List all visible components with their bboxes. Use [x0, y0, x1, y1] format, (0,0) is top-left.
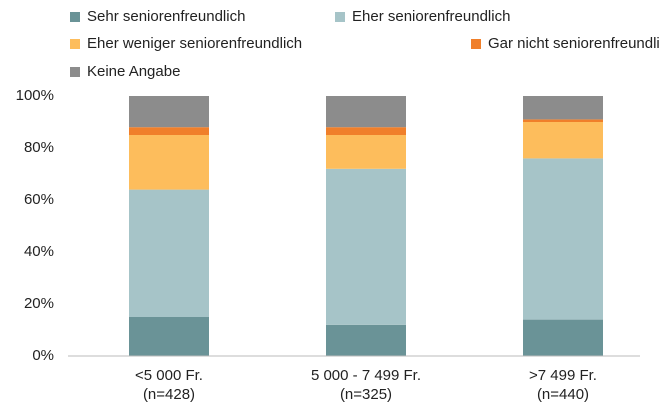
y-tick-label: 20% [24, 295, 54, 312]
bar-segment [523, 119, 603, 122]
bar-segment [523, 96, 603, 120]
y-tick-label: 0% [32, 347, 54, 364]
x-tick-label: >7 499 Fr. (n=440) [529, 367, 597, 403]
y-tick-label: 60% [24, 191, 54, 208]
legend-label: Sehr seniorenfreundlich [87, 8, 245, 25]
bar-segment [523, 319, 603, 356]
legend-swatch [70, 67, 80, 77]
legend-swatch [335, 12, 345, 22]
legend-swatch [471, 39, 481, 49]
bar-segment [129, 135, 209, 190]
bar-segment [129, 127, 209, 135]
bar-segment [326, 135, 406, 169]
y-tick-label: 80% [24, 139, 54, 156]
legend-label: Gar nicht seniorenfreundlich [488, 35, 659, 52]
legend-swatch [70, 12, 80, 22]
bar-segment [326, 168, 406, 325]
legend-label: Eher weniger seniorenfreundlich [87, 35, 302, 52]
bar-segment [523, 122, 603, 159]
x-tick-label: <5 000 Fr. (n=428) [135, 367, 203, 403]
bar-segment [129, 96, 209, 128]
bar-segment [129, 189, 209, 317]
y-tick-label: 100% [16, 87, 54, 104]
bar-segment [326, 324, 406, 356]
legend-label: Eher seniorenfreundlich [352, 8, 510, 25]
legend-label: Keine Angabe [87, 63, 180, 80]
y-tick-label: 40% [24, 243, 54, 260]
x-tick-label: 5 000 - 7 499 Fr. (n=325) [310, 367, 422, 403]
bar-segment [326, 96, 406, 128]
bar-segment [326, 127, 406, 135]
bar-segment [129, 317, 209, 356]
legend-swatch [70, 39, 80, 49]
bar-segment [523, 158, 603, 320]
